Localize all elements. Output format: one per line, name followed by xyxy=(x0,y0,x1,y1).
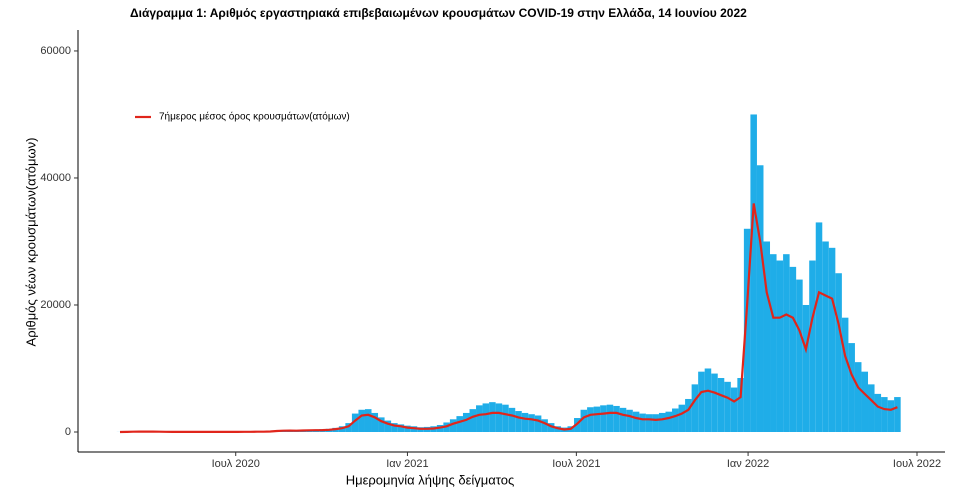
bar xyxy=(679,405,686,432)
bar xyxy=(835,273,842,432)
bar xyxy=(698,372,705,432)
bar xyxy=(861,372,868,432)
bar xyxy=(770,254,777,432)
legend-label: 7ήμερος μέσος όρος κρουσμάτων(ατόμων) xyxy=(159,111,350,123)
y-axis-label: Αριθμός νέων κρουσμάτων(ατόμων) xyxy=(23,138,38,347)
bar xyxy=(639,414,646,432)
bar xyxy=(803,305,810,432)
bar xyxy=(829,248,836,432)
bar xyxy=(489,402,496,432)
bar xyxy=(365,409,372,432)
bar xyxy=(692,384,699,432)
bar xyxy=(522,413,529,432)
y-tick-label: 0 xyxy=(65,426,71,438)
bar xyxy=(528,414,535,432)
y-tick-label: 60000 xyxy=(40,45,71,57)
bar xyxy=(665,412,672,432)
bar xyxy=(633,412,640,432)
bar xyxy=(685,399,692,432)
bar xyxy=(777,261,784,432)
bar xyxy=(711,374,718,432)
bar xyxy=(757,165,764,432)
bar xyxy=(848,343,855,432)
bar xyxy=(463,413,470,432)
bar xyxy=(646,414,653,432)
bar xyxy=(750,114,757,432)
bar xyxy=(875,394,882,432)
bar xyxy=(816,222,823,432)
bar xyxy=(894,397,901,432)
x-tick-label: Ιουλ 2021 xyxy=(552,458,600,470)
bar xyxy=(600,405,607,432)
bar xyxy=(502,405,509,432)
bar xyxy=(790,267,797,432)
bar xyxy=(724,382,731,432)
bar xyxy=(470,409,477,432)
bar xyxy=(881,397,888,432)
bar xyxy=(822,241,829,432)
bar xyxy=(626,410,633,432)
bar xyxy=(496,403,503,432)
bar xyxy=(731,388,738,432)
bar xyxy=(718,378,725,432)
bar xyxy=(783,254,790,432)
bar xyxy=(620,408,627,432)
y-tick-label: 40000 xyxy=(40,172,71,184)
bar xyxy=(358,410,365,432)
bar xyxy=(842,318,849,432)
bar xyxy=(705,368,712,432)
x-tick-label: Ιουλ 2020 xyxy=(212,458,260,470)
bar xyxy=(476,405,483,432)
bar xyxy=(535,415,542,432)
x-axis-label: Ημερομηνία λήψης δείγματος xyxy=(346,472,515,487)
bar xyxy=(659,413,666,432)
bar xyxy=(515,411,522,432)
x-tick-label: Ιουλ 2022 xyxy=(893,458,941,470)
bar xyxy=(809,261,816,432)
bar xyxy=(868,384,875,432)
bar xyxy=(613,406,620,432)
x-tick-label: Ιαν 2022 xyxy=(727,458,769,470)
bar xyxy=(672,408,679,431)
bar xyxy=(594,407,601,432)
chart-title: Διάγραμμα 1: Αριθμός εργαστηριακά επιβεβ… xyxy=(130,6,747,20)
bar xyxy=(509,408,516,432)
bar xyxy=(483,403,490,432)
bar xyxy=(607,405,614,432)
y-tick-label: 20000 xyxy=(40,299,71,311)
bar xyxy=(456,416,463,432)
bar xyxy=(855,362,862,432)
bar xyxy=(888,400,895,432)
bar xyxy=(587,407,594,432)
bar xyxy=(652,414,659,432)
x-tick-label: Ιαν 2021 xyxy=(386,458,428,470)
bar xyxy=(796,280,803,432)
